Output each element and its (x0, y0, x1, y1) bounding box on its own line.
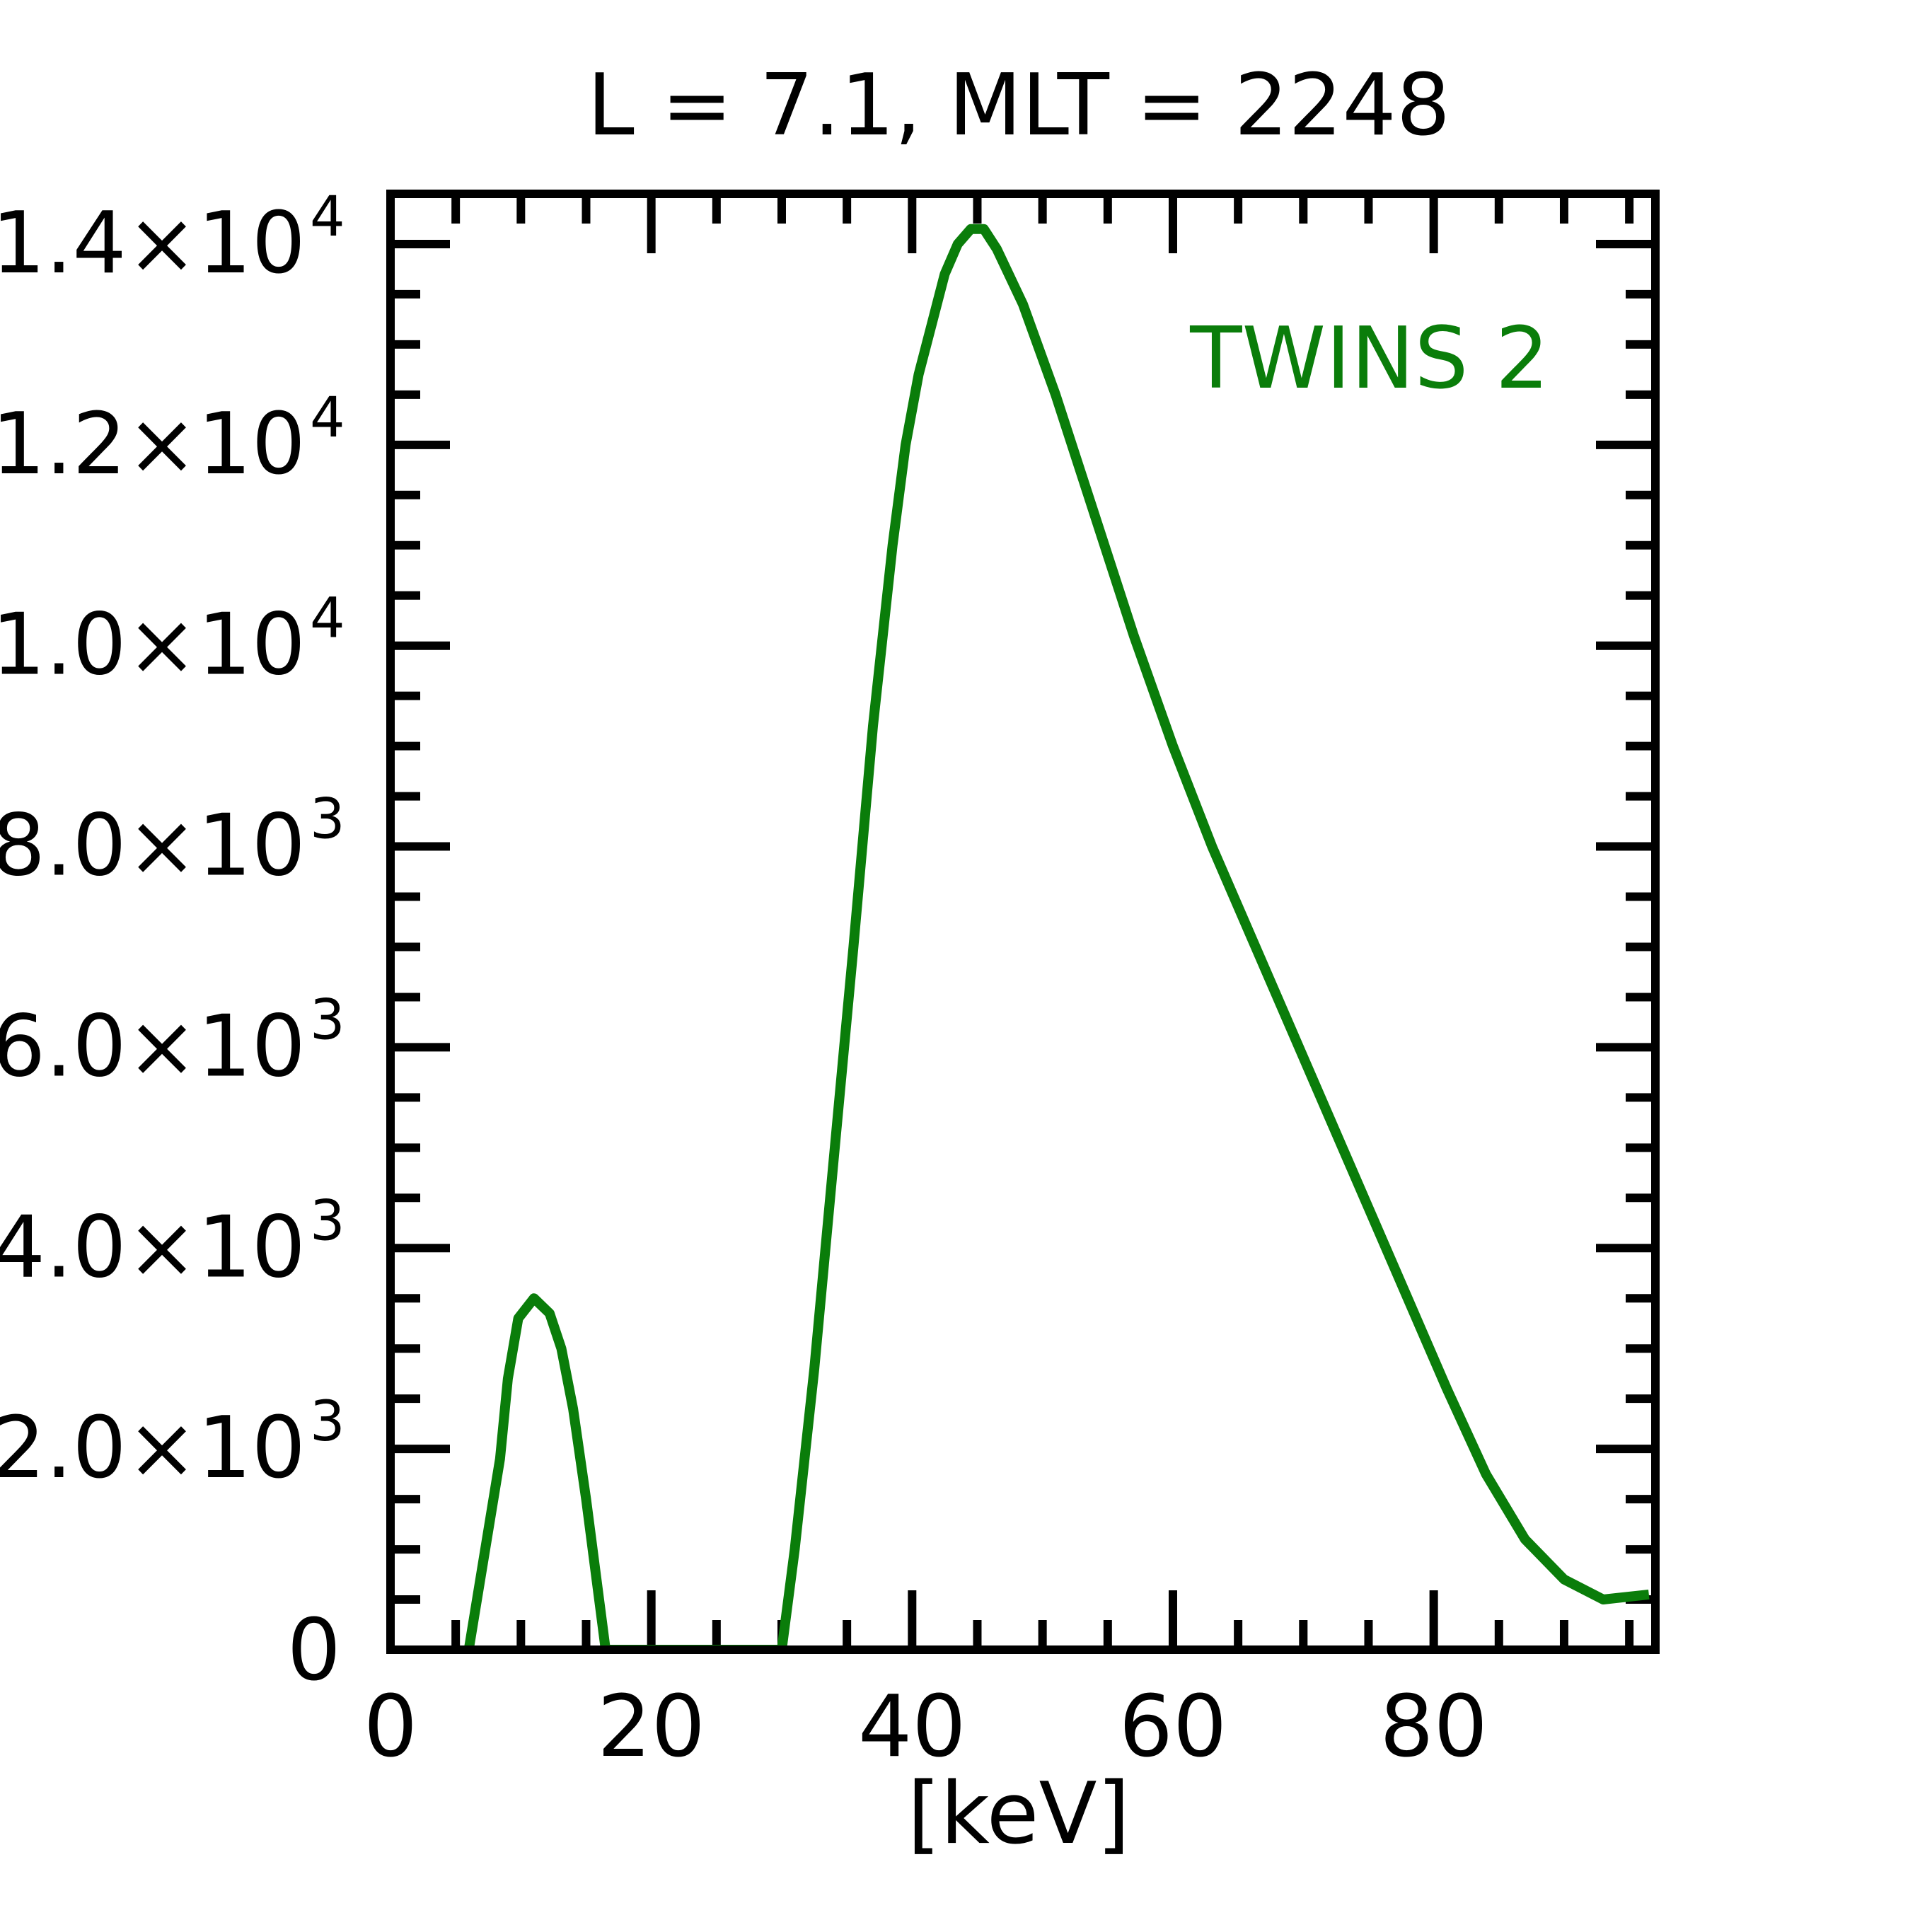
y-tick-label-exponent: 3 (310, 988, 345, 1052)
y-tick-label: 6.0×10 (0, 997, 306, 1096)
y-tick-labels: 02.0×10 34.0×10 36.0×10 38.0×10 31.0×10 41.2×… (0, 185, 345, 1700)
x-tick-label: 20 (597, 1678, 705, 1776)
x-tick-label: 40 (858, 1678, 966, 1776)
y-tick-label: 0 (287, 1602, 341, 1700)
legend-entry-twins-2: TWINS 2 (1189, 310, 1549, 408)
x-axis-label: [keV] (908, 1765, 1130, 1863)
y-tick-label-exponent: 3 (310, 1189, 345, 1253)
y-tick-label-exponent: 3 (310, 1390, 345, 1454)
y-tick-label: 4.0×10 (0, 1198, 306, 1297)
y-tick-label: 1.0×10 (0, 596, 306, 695)
y-tick-label-exponent: 4 (310, 386, 345, 450)
x-tick-label: 80 (1379, 1678, 1488, 1776)
y-tick-label-exponent: 4 (310, 587, 345, 651)
y-tick-label: 8.0×10 (0, 797, 306, 896)
chart-title: L = 7.1, MLT = 2248 (587, 57, 1450, 155)
series-layer (463, 224, 1650, 1650)
x-tick-labels: 0 20 40 60 80 (364, 1678, 1488, 1776)
y-tick-label-exponent: 4 (310, 185, 345, 249)
plot-frame (386, 190, 1660, 1654)
y-tick-label: 2.0×10 (0, 1399, 306, 1498)
y-tick-label: 1.2×10 (0, 395, 306, 494)
x-tick-label: 60 (1119, 1678, 1227, 1776)
y-tick-label-exponent: 3 (310, 788, 345, 852)
y-tick-label: 1.4×10 (0, 195, 306, 293)
x-tick-label: 0 (364, 1678, 417, 1776)
series-line-twins-2 (463, 224, 1650, 1650)
